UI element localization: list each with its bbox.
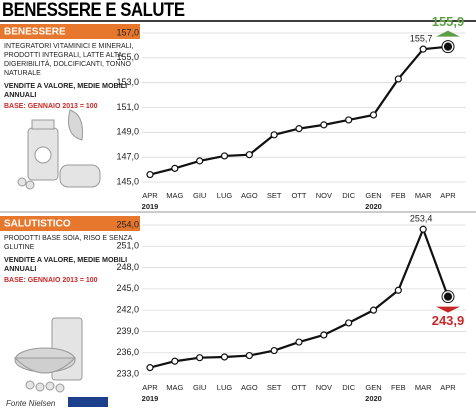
y-tick-label: 145,0: [116, 176, 139, 186]
marker: [196, 157, 204, 165]
panel-tag-bg: [0, 216, 140, 231]
marker: [270, 346, 278, 355]
base-note: BASE: GENNAIO 2013 = 100: [4, 103, 98, 110]
marker: [245, 351, 253, 360]
marker: [295, 125, 303, 133]
panel-tag-bg: [0, 24, 140, 39]
marker: [171, 164, 179, 172]
marker: [295, 338, 303, 346]
measure: VENDITE A VALORE, MEDIE MOBILI ANNUALI: [4, 255, 128, 273]
x-tick-label: AGO: [241, 191, 258, 200]
page-title: BENESSERE E SALUTE: [2, 0, 185, 21]
marker: [196, 354, 204, 362]
panel-description: PRODOTTI BASE SOIA, RISO E SENZA GLUTINE…: [4, 234, 142, 285]
x-tick-label: LUG: [217, 191, 233, 200]
y-tick-label: 153,0: [116, 77, 139, 87]
y-tick-label: 245,0: [116, 283, 139, 293]
marker: [171, 357, 179, 365]
value-label: 253,4: [410, 214, 433, 224]
panel-tag: BENESSERE: [4, 27, 66, 38]
x-tick-label: NOV: [316, 383, 332, 392]
x-tick-label: AGO: [241, 383, 258, 392]
x-tick-label: OTT: [292, 191, 307, 200]
marker: [245, 151, 253, 159]
x-tick-label: MAG: [166, 191, 183, 200]
x-tick-label: GIU: [193, 191, 206, 200]
x-tick-label: LUG: [217, 383, 233, 392]
marker: [270, 131, 278, 139]
x-tick-label: OTT: [292, 383, 307, 392]
value-label: 243,9: [432, 313, 465, 328]
year-label: 2019: [142, 394, 159, 403]
y-tick-label: 236,0: [116, 347, 139, 357]
x-tick-label: DIC: [342, 383, 356, 392]
x-tick-label: APR: [142, 191, 158, 200]
marker: [394, 286, 402, 294]
x-tick-label: NOV: [316, 191, 332, 200]
x-tick-label: APR: [142, 383, 158, 392]
marker: [220, 353, 229, 361]
marker: [220, 152, 229, 160]
marker: [369, 111, 378, 119]
description: INTEGRATORI VITAMINICI E MINERALI, PRODO…: [4, 43, 134, 77]
y-tick-label: 242,0: [116, 305, 139, 315]
marker: [369, 306, 378, 314]
x-tick-label: FEB: [391, 191, 406, 200]
y-tick-label: 151,0: [116, 102, 139, 112]
trend-arrow: [436, 306, 460, 313]
marker: [345, 319, 353, 327]
marker: [419, 45, 427, 53]
x-tick-label: SET: [267, 191, 282, 200]
x-tick-label: MAR: [415, 191, 432, 200]
description: PRODOTTI BASE SOIA, RISO E SENZA GLUTINE: [4, 235, 132, 251]
x-tick-label: SET: [267, 383, 282, 392]
panel-tag: SALUTISTICO: [4, 219, 71, 230]
marker: [419, 225, 427, 233]
year-label: 2019: [142, 202, 159, 211]
y-tick-label: 157,0: [116, 27, 139, 37]
x-tick-label: DIC: [342, 191, 356, 200]
panel-description: INTEGRATORI VITAMINICI E MINERALI, PRODO…: [4, 42, 142, 111]
x-tick-label: GEN: [365, 191, 381, 200]
measure: VENDITE A VALORE, MEDIE MOBILI ANNUALI: [4, 81, 128, 99]
y-tick-label: 251,0: [116, 241, 139, 251]
x-tick-label: MAG: [166, 383, 183, 392]
y-tick-label: 155,0: [116, 52, 139, 62]
trend-arrow: [436, 30, 460, 37]
marker: [146, 170, 154, 179]
value-label: 155,9: [432, 14, 465, 29]
x-tick-label: APR: [440, 191, 456, 200]
x-tick-label: GEN: [365, 383, 381, 392]
marker: [146, 364, 154, 372]
line: [149, 226, 450, 369]
x-tick-label: FEB: [391, 383, 406, 392]
marker: [443, 42, 453, 51]
y-tick-label: 233,0: [116, 368, 139, 378]
logo: [68, 397, 108, 407]
icon-1: [17, 109, 101, 190]
y-tick-label: 254,0: [116, 219, 139, 229]
icon-2: [13, 317, 83, 393]
x-tick-label: GIU: [193, 383, 206, 392]
marker: [443, 292, 453, 301]
value-label: 155,7: [410, 34, 433, 44]
marker: [345, 116, 353, 124]
y-tick-label: 239,0: [116, 326, 139, 336]
year-label: 2020: [365, 394, 382, 403]
y-tick-label: 147,0: [116, 152, 139, 162]
base-note: BASE: GENNAIO 2013 = 100: [4, 277, 98, 284]
x-tick-label: MAR: [415, 383, 432, 392]
marker: [320, 121, 328, 129]
year-label: 2020: [365, 202, 382, 211]
source: Fonte Nielsen: [6, 399, 56, 408]
x-tick-label: APR: [440, 383, 456, 392]
marker: [320, 331, 328, 339]
line: [149, 45, 449, 176]
marker: [394, 75, 402, 83]
y-tick-label: 248,0: [116, 262, 139, 272]
y-tick-label: 149,0: [116, 127, 139, 137]
